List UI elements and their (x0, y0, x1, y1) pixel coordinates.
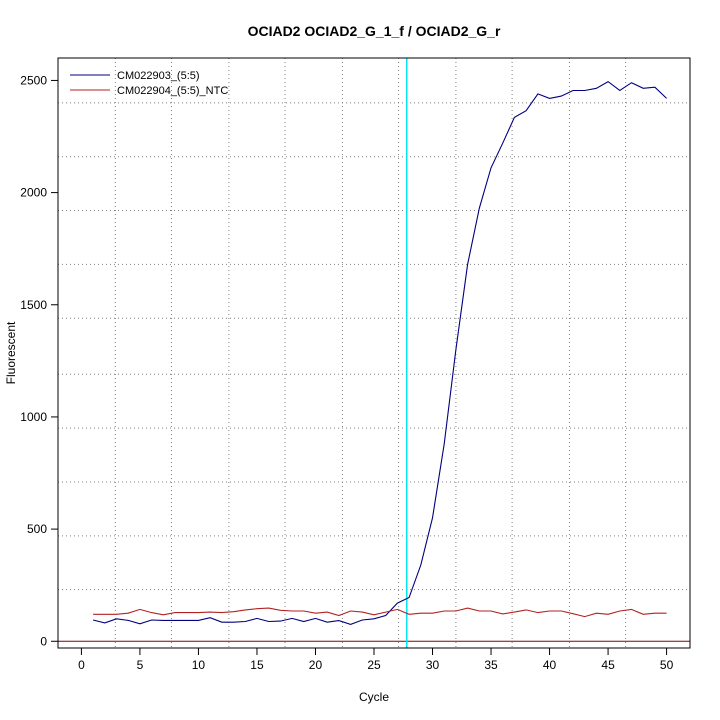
plot-marks (58, 58, 690, 648)
x-tick-label: 10 (192, 658, 206, 672)
x-axis-label: Cycle (359, 690, 389, 704)
y-tick-label: 2000 (20, 186, 47, 200)
y-tick-label: 0 (40, 634, 47, 648)
x-axis: 0 5 10 15 20 25 30 35 40 45 50 (78, 647, 674, 672)
y-tick-label: 500 (27, 522, 47, 536)
series-line-1 (92, 80, 667, 625)
x-tick-label: 5 (137, 658, 144, 672)
y-axis-label: Fluorescent (4, 321, 18, 384)
legend-label-2: CM022904_(5:5)_NTC (117, 85, 228, 97)
x-tick-label: 25 (367, 658, 381, 672)
x-tick-label: 15 (250, 658, 264, 672)
grid (58, 58, 690, 648)
x-tick-label: 20 (309, 658, 323, 672)
series-line-2 (93, 607, 667, 618)
x-tick-label: 30 (426, 658, 440, 672)
y-tick-label: 2500 (20, 73, 47, 87)
x-tick-label: 0 (78, 658, 85, 672)
y-tick-label: 1500 (20, 298, 47, 312)
x-tick-label: 40 (543, 658, 557, 672)
chart-title: OCIAD2 OCIAD2_G_1_f / OCIAD2_G_r (248, 23, 501, 39)
plot-frame (57, 57, 691, 649)
x-tick-label: 50 (660, 658, 674, 672)
legend: CM022903_(5:5) CM022904_(5:5)_NTC (70, 70, 228, 97)
x-tick-label: 45 (601, 658, 615, 672)
y-axis: 0 500 1000 1500 2000 2500 (20, 73, 59, 648)
y-tick-label: 1000 (20, 410, 47, 424)
legend-label-1: CM022903_(5:5) (117, 70, 200, 82)
x-tick-label: 35 (484, 658, 498, 672)
